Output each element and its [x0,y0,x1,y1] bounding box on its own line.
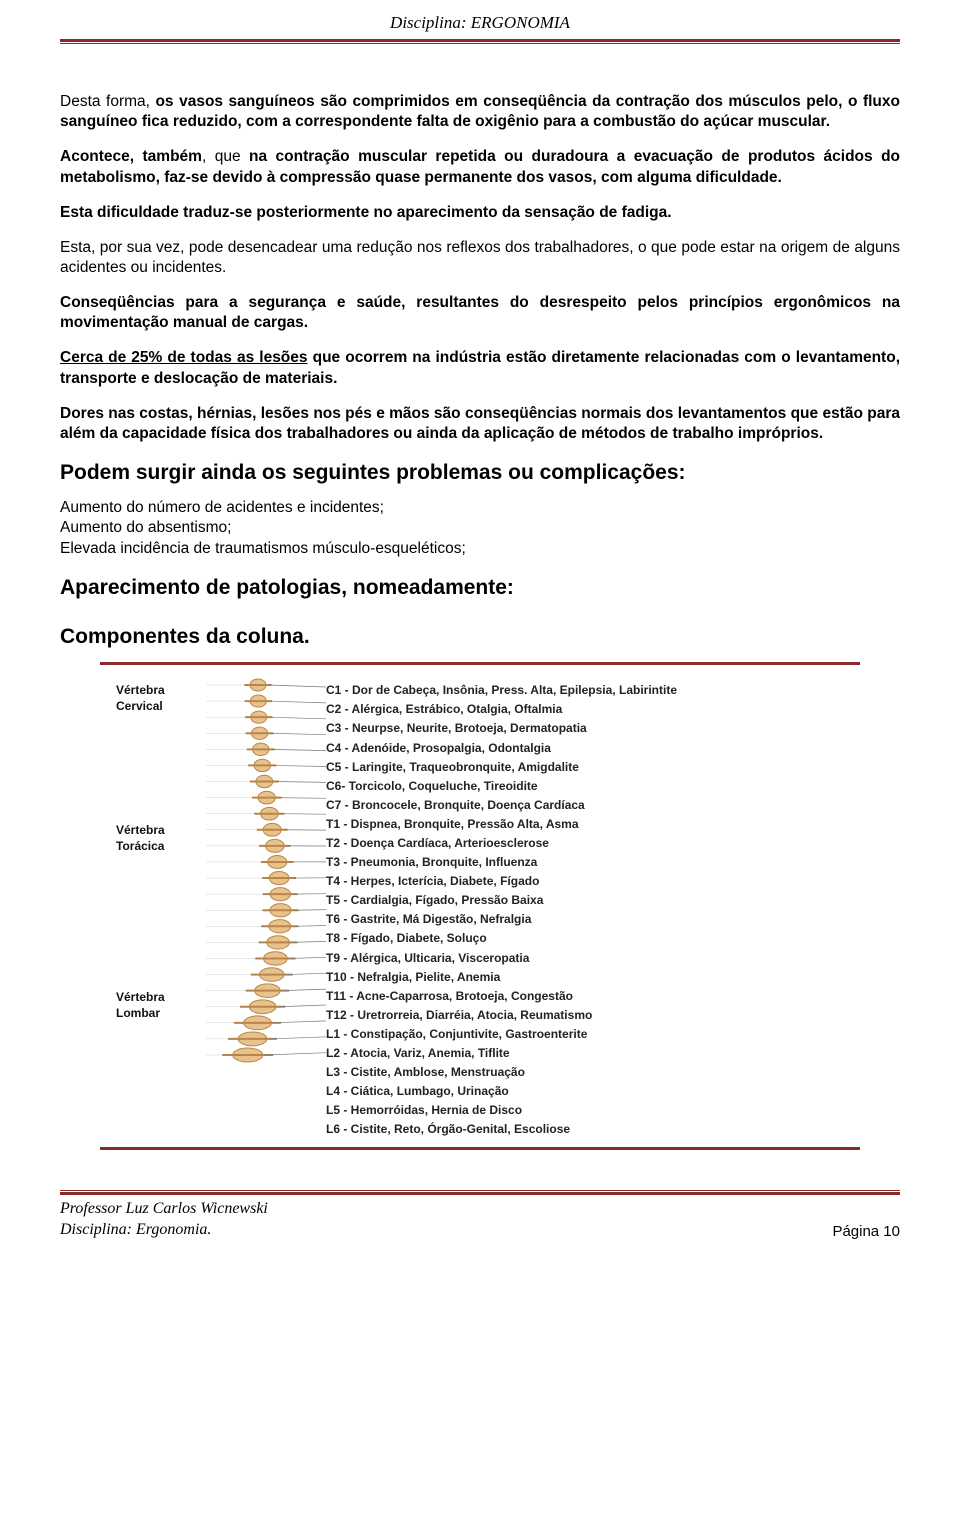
vertebra-item: T12 - Uretrorreia, Diarréia, Atocia, Reu… [326,1008,860,1024]
vertebra-item: T11 - Acne-Caparrosa, Brotoeja, Congestã… [326,989,860,1005]
footer-author: Professor Luz Carlos Wicnewski Disciplin… [60,1199,268,1241]
diagram-bottom-rule [100,1147,860,1150]
region-lumbar: Vértebra Lombar [116,990,165,1021]
page-footer: Professor Luz Carlos Wicnewski Disciplin… [60,1190,900,1241]
body-para-2: Acontece, também, que na contração muscu… [60,147,900,187]
vertebra-item: T1 - Dispnea, Bronquite, Pressão Alta, A… [326,817,860,833]
body-para-1: Desta forma, os vasos sanguíneos são com… [60,92,900,132]
vertebra-item: T4 - Herpes, Icterícia, Diabete, Fígado [326,874,860,890]
vertebra-item: C7 - Broncocele, Bronquite, Doença Cardí… [326,798,860,814]
body-para-4: Esta, por sua vez, pode desencadear uma … [60,238,900,278]
footer-rule [60,1190,900,1195]
vertebra-item: T9 - Alérgica, Ulticaria, Visceropatia [326,951,860,967]
vertebra-list: C1 - Dor de Cabeça, Insônia, Press. Alta… [326,675,860,1141]
body-para-7: Dores nas costas, hérnias, lesões nos pé… [60,404,900,444]
vertebra-item: C2 - Alérgica, Estrábico, Otalgia, Oftal… [326,702,860,718]
vertebra-item: L4 - Ciática, Lumbago, Urinação [326,1084,860,1100]
spine-region-labels: Vértebra Cervical Vértebra Torácica Vért… [116,675,206,1075]
vertebra-item: C3 - Neurpse, Neurite, Brotoeja, Dermato… [326,721,860,737]
header-title: Disciplina: ERGONOMIA [390,12,570,37]
vertebra-item: L1 - Constipação, Conjuntivite, Gastroen… [326,1027,860,1043]
vertebra-item: C6- Torcicolo, Coqueluche, Tireoidite [326,779,860,795]
section-heading-problems: Podem surgir ainda os seguintes problema… [60,459,900,486]
vertebra-item: T5 - Cardialgia, Fígado, Pressão Baixa [326,893,860,909]
vertebra-item: L5 - Hemorróidas, Hernia de Disco [326,1103,860,1119]
vertebra-item: L2 - Atocia, Variz, Anemia, Tiflite [326,1046,860,1062]
section-heading-column: Componentes da coluna. [60,623,900,650]
list-item: Aumento do número de acidentes e inciden… [60,498,900,518]
region-cervical: Vértebra Cervical [116,683,165,714]
header-rule [60,39,900,44]
spine-diagram: Vértebra Cervical Vértebra Torácica Vért… [100,662,860,1150]
vertebra-item: T10 - Nefralgia, Pielite, Anemia [326,970,860,986]
vertebra-item: T3 - Pneumonia, Bronquite, Influenza [326,855,860,871]
footer-page-number: Página 10 [832,1222,900,1242]
list-item: Elevada incidência de traumatismos múscu… [60,539,900,559]
body-para-3: Esta dificuldade traduz-se posteriorment… [60,203,900,223]
vertebra-item: T6 - Gastrite, Má Digestão, Nefralgia [326,912,860,928]
vertebra-item: C5 - Laringite, Traqueobronquite, Amigda… [326,760,860,776]
list-item: Aumento do absentismo; [60,518,900,538]
page-header: Disciplina: ERGONOMIA [60,12,900,44]
region-thoracic: Vértebra Torácica [116,823,165,854]
section-heading-pathologies: Aparecimento de patologias, nomeadamente… [60,574,900,601]
body-para-6: Cerca de 25% de todas as lesões que ocor… [60,348,900,388]
vertebra-item: T2 - Doença Cardíaca, Arterioesclerose [326,836,860,852]
vertebra-item: C4 - Adenóide, Prosopalgia, Odontalgia [326,741,860,757]
vertebra-item: L3 - Cistite, Amblose, Menstruação [326,1065,860,1081]
vertebra-item: T8 - Fígado, Diabete, Soluço [326,931,860,947]
vertebra-item: L6 - Cistite, Reto, Órgão-Genital, Escol… [326,1122,860,1138]
vertebra-item: C1 - Dor de Cabeça, Insônia, Press. Alta… [326,683,860,699]
problems-list: Aumento do número de acidentes e inciden… [60,498,900,558]
spine-illustration [206,675,326,1141]
body-para-5: Conseqüências para a segurança e saúde, … [60,293,900,333]
